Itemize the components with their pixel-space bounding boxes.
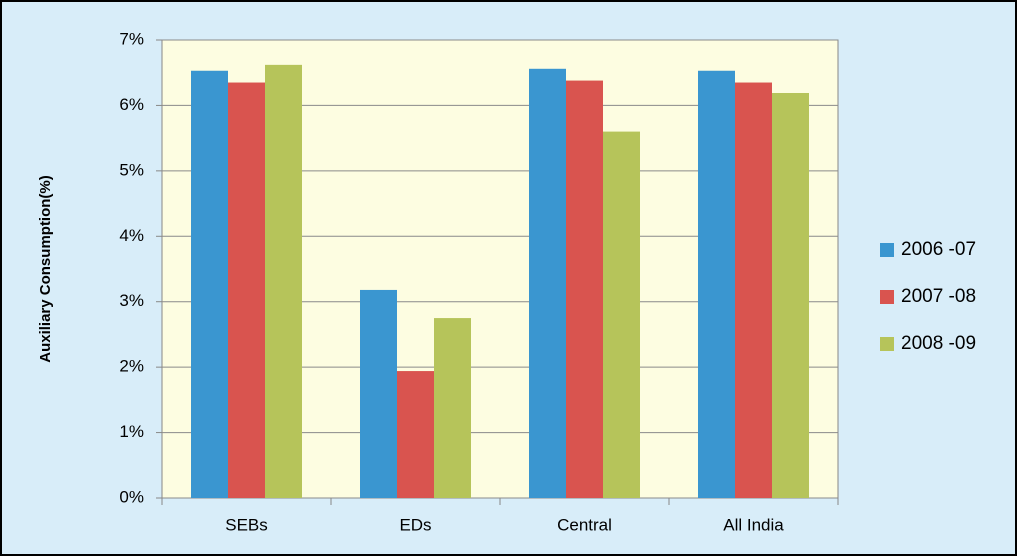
legend-swatch bbox=[880, 337, 894, 351]
x-tick-label: SEBs bbox=[225, 515, 268, 534]
bar bbox=[265, 64, 302, 498]
y-tick-label: 6% bbox=[119, 95, 144, 114]
bar bbox=[566, 80, 603, 499]
y-tick-label: 0% bbox=[119, 487, 144, 506]
bar bbox=[434, 318, 471, 498]
bar bbox=[603, 131, 640, 498]
bar bbox=[360, 289, 397, 498]
bar bbox=[191, 70, 228, 498]
x-tick-label: EDs bbox=[399, 515, 431, 534]
legend-label: 2007 -08 bbox=[901, 286, 976, 307]
bar bbox=[698, 70, 735, 498]
bar bbox=[735, 82, 772, 499]
y-tick-label: 4% bbox=[119, 226, 144, 245]
legend-label: 2008 -09 bbox=[901, 333, 976, 354]
bar bbox=[228, 82, 265, 499]
y-tick-label: 5% bbox=[119, 160, 144, 179]
y-tick-label: 2% bbox=[119, 357, 144, 376]
y-tick-label: 3% bbox=[119, 291, 144, 310]
bar bbox=[772, 92, 809, 499]
y-tick-label: 7% bbox=[119, 29, 144, 48]
y-tick-label: 1% bbox=[119, 422, 144, 441]
bar bbox=[529, 68, 566, 498]
y-axis-label: Auxiliary Consumption(%) bbox=[37, 175, 54, 363]
bar bbox=[397, 371, 434, 498]
legend-swatch bbox=[880, 243, 894, 257]
legend-swatch bbox=[880, 290, 894, 304]
x-tick-label: Central bbox=[557, 515, 612, 534]
legend-label: 2006 -07 bbox=[901, 239, 976, 260]
x-tick-label: All India bbox=[723, 515, 784, 534]
